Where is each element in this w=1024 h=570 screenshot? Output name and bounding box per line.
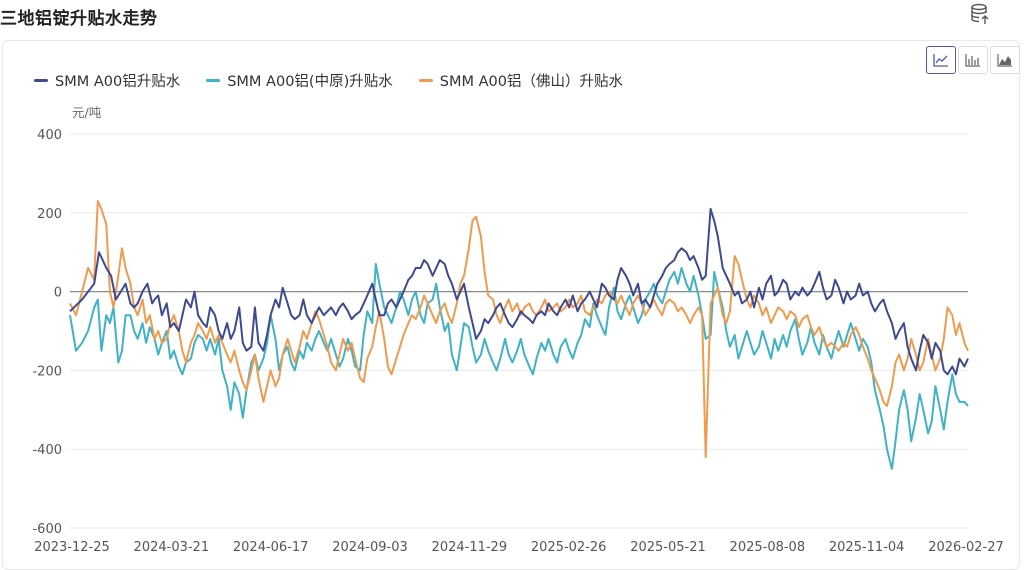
- legend-item-zhongyuan[interactable]: SMM A00铝(中原)升贴水: [206, 70, 393, 91]
- legend-swatch-s1: [34, 79, 48, 82]
- y-axis-unit-label: 元/吨: [72, 105, 102, 120]
- x-tick-label: 2025-11-04: [829, 540, 905, 555]
- x-tick-label: 2026-02-27: [928, 540, 1004, 555]
- series-line-3: [69, 200, 969, 459]
- x-tick-label: 2024-06-17: [233, 540, 309, 555]
- legend-swatch-s2: [206, 79, 221, 82]
- legend-item-foshan[interactable]: SMM A00铝（佛山）升贴水: [418, 70, 623, 91]
- bar-chart-button[interactable]: [958, 46, 988, 74]
- y-tick-label: 200: [37, 207, 62, 222]
- chart-type-toolbar: [926, 46, 1020, 74]
- y-tick-label: -400: [32, 443, 62, 458]
- legend-label-s1: SMM A00铝升贴水: [55, 74, 181, 90]
- database-export-icon: [971, 3, 989, 24]
- area-chart-icon: [997, 54, 1012, 67]
- legend-label-s3: SMM A00铝（佛山）升贴水: [439, 74, 623, 90]
- x-tick-label: 2025-08-08: [730, 540, 806, 555]
- line-chart-button[interactable]: [926, 46, 956, 74]
- legend-item-smm-a00[interactable]: SMM A00铝升贴水: [34, 70, 180, 91]
- y-tick-label: 400: [37, 128, 62, 143]
- y-tick-label: 0: [54, 286, 62, 301]
- legend-swatch-s3: [418, 79, 433, 82]
- x-tick-label: 2024-11-29: [432, 540, 508, 555]
- series-line-2: [69, 263, 969, 470]
- chart-legend: SMM A00铝升贴水 SMM A00铝(中原)升贴水 SMM A00铝（佛山）…: [34, 70, 623, 91]
- chart-card: [2, 40, 1020, 570]
- area-chart-button[interactable]: [990, 46, 1020, 74]
- y-tick-label: -600: [32, 522, 62, 537]
- y-tick-label: -200: [32, 364, 62, 379]
- line-chart-icon: [933, 54, 948, 67]
- x-tick-label: 2025-02-26: [531, 540, 607, 555]
- series-line-1: [69, 207, 969, 376]
- bar-chart-icon: [965, 54, 980, 67]
- legend-label-s2: SMM A00铝(中原)升贴水: [227, 74, 393, 90]
- x-tick-label: 2023-12-25: [34, 540, 110, 555]
- x-tick-label: 2024-09-03: [332, 540, 408, 555]
- data-export-button[interactable]: [968, 2, 992, 26]
- page-title: 三地铝锭升贴水走势: [0, 9, 158, 29]
- x-tick-label: 2024-03-21: [134, 540, 210, 555]
- x-tick-label: 2025-05-21: [630, 540, 706, 555]
